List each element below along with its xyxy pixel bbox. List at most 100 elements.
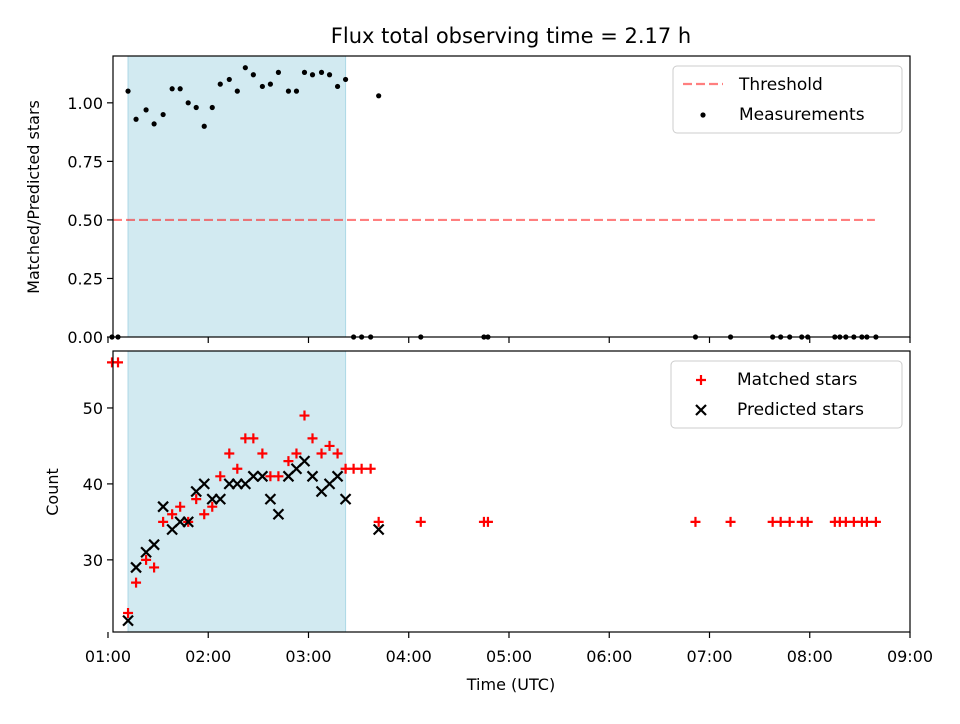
measurement-point xyxy=(125,88,131,94)
matched-star-point xyxy=(415,516,426,527)
matched-star-point xyxy=(784,516,795,527)
measurement-point xyxy=(267,81,273,87)
bottom-y-tick-label: 40 xyxy=(83,475,103,494)
matched-star-point xyxy=(775,516,786,527)
predicted-star-point xyxy=(157,500,169,513)
predicted-star-point xyxy=(214,493,227,505)
measurement-point xyxy=(177,86,183,92)
x-tick-label: 07:00 xyxy=(686,647,732,666)
bottom-y-tick-label: 50 xyxy=(83,399,103,418)
x-axis-label: Time (UTC) xyxy=(466,675,555,694)
bottom-axes-frame xyxy=(112,350,911,633)
legend-predicted-swatch xyxy=(695,404,707,416)
matched-star-point xyxy=(175,501,186,512)
legend-threshold-label: Threshold xyxy=(738,75,823,95)
legend-predicted-label: Predicted stars xyxy=(737,400,864,420)
matched-star-point xyxy=(123,608,134,619)
legend-matched-swatch xyxy=(696,375,706,385)
bottom-legend: Matched stars Predicted stars xyxy=(670,360,903,429)
top-span-rect xyxy=(127,55,347,338)
matched-star-point xyxy=(158,516,169,527)
x-tick-label: 01:00 xyxy=(85,647,131,666)
matched-star-point xyxy=(802,516,813,527)
matched-star-point xyxy=(207,501,218,512)
matched-star-point xyxy=(199,509,210,520)
predicted-star-point xyxy=(148,538,160,551)
predicted-star-point xyxy=(122,614,134,627)
measurement-point xyxy=(334,83,341,90)
top-y-tick-label: 0.00 xyxy=(67,328,103,347)
measurement-point xyxy=(217,81,223,87)
measurement-point xyxy=(250,72,256,78)
measurement-point xyxy=(185,100,191,106)
matched-star-point xyxy=(299,410,310,421)
measurement-point xyxy=(342,76,349,83)
measurement-point xyxy=(193,104,199,111)
matched-star-point xyxy=(365,463,376,474)
matched-star-point xyxy=(690,516,701,527)
predicted-star-point xyxy=(298,455,311,467)
matched-star-point xyxy=(131,577,142,588)
bottom-x-ticks: 01:00 02:00 03:00 04:00 05:00 06:00 07:00 08:00… xyxy=(85,632,933,666)
measurement-point xyxy=(151,121,157,127)
chart-title: Flux total observing time = 2.17 h xyxy=(331,24,691,48)
measurement-point xyxy=(234,88,240,94)
bottom-panel: 30 40 50 01:00 02:00 03:00 04:00 05:00 06:00 07:… xyxy=(43,350,933,694)
matched-star-point xyxy=(725,516,736,527)
legend-matched-label: Matched stars xyxy=(737,370,857,390)
measurement-point xyxy=(169,86,175,92)
measurement-point xyxy=(309,72,316,78)
measurement-point xyxy=(301,69,308,75)
matched-star-point xyxy=(232,463,243,474)
matched-star-point xyxy=(283,456,294,467)
top-y-tick-label: 1.00 xyxy=(67,94,103,113)
matched-star-point xyxy=(248,433,259,444)
predicted-star-point xyxy=(182,516,194,528)
bottom-shaded-span xyxy=(127,350,347,633)
predicted-star-point xyxy=(272,508,285,521)
measurement-point xyxy=(143,107,149,113)
measurement-point xyxy=(133,116,139,122)
bottom-legend-box xyxy=(670,360,903,429)
matched-star-point xyxy=(291,448,302,459)
legend-measurements-swatch xyxy=(700,112,706,118)
matched-star-point xyxy=(356,463,367,474)
x-tick-label: 09:00 xyxy=(887,647,933,666)
matched-star-point xyxy=(861,516,872,527)
x-tick-label: 04:00 xyxy=(386,647,432,666)
measurement-point xyxy=(326,72,333,78)
x-tick-label: 08:00 xyxy=(787,647,833,666)
predicted-star-point xyxy=(339,493,352,505)
measurement-point xyxy=(285,88,292,94)
predicted-star-point xyxy=(331,470,344,483)
top-y-ticks: 0.00 0.25 0.50 0.75 1.00 xyxy=(67,94,113,347)
measurement-point xyxy=(226,76,232,83)
matched-star-point xyxy=(191,494,202,505)
x-tick-label: 06:00 xyxy=(586,647,632,666)
predicted-star-point xyxy=(198,478,211,490)
matched-star-point xyxy=(273,471,284,482)
measurement-point xyxy=(275,69,282,75)
top-shaded-span xyxy=(127,55,347,338)
measurement-point xyxy=(201,123,207,129)
matched-star-point xyxy=(373,516,384,527)
matched-star-point xyxy=(113,357,124,368)
predicted-star-point xyxy=(372,523,385,536)
predicted-star-point xyxy=(247,470,260,483)
matched-star-point xyxy=(141,554,152,565)
matched-star-point xyxy=(482,516,493,527)
top-x-ticks xyxy=(107,337,911,343)
predicted-star-point xyxy=(264,493,277,505)
measurement-point xyxy=(293,88,300,94)
x-tick-label: 03:00 xyxy=(285,647,331,666)
predicted-star-point xyxy=(256,470,269,483)
matched-star-point xyxy=(307,433,318,444)
top-legend-box xyxy=(672,65,903,134)
legend-measurements-label: Measurements xyxy=(739,105,865,125)
measurement-point xyxy=(160,111,166,118)
bottom-y-axis-label: Count xyxy=(43,468,62,516)
x-tick-label: 05:00 xyxy=(486,647,532,666)
top-y-axis-label: Matched/Predicted stars xyxy=(24,100,43,294)
count-points xyxy=(106,357,881,627)
